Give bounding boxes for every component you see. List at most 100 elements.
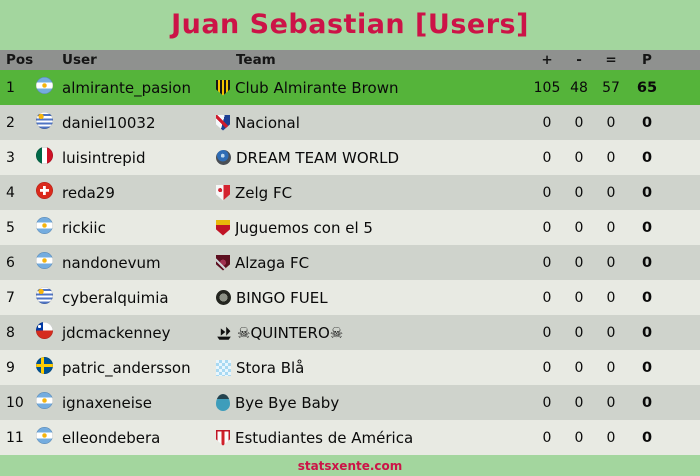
- table-row: 8 jdcmackenney ☠QUINTERO☠ 0 0 0 0: [0, 315, 700, 350]
- team-badge-icon: [216, 254, 230, 271]
- minus-cell: 0: [574, 359, 584, 376]
- country-flag-icon: [36, 357, 53, 374]
- plus-cell: 0: [542, 394, 552, 411]
- points-cell: 0: [641, 254, 653, 271]
- header-pos: Pos: [6, 52, 34, 68]
- team-name-link[interactable]: DREAM TEAM WORLD: [236, 148, 400, 167]
- points-cell: 0: [641, 219, 653, 236]
- position-cell: 8: [6, 324, 15, 341]
- team-cell: Juguemos con el 5: [216, 219, 530, 237]
- equals-cell: 0: [606, 324, 616, 341]
- position-cell: 3: [6, 149, 15, 166]
- table-header: Pos User Team + - = P: [0, 50, 700, 70]
- plus-cell: 105: [533, 79, 561, 96]
- minus-cell: 0: [574, 149, 584, 166]
- plus-cell: 0: [542, 219, 552, 236]
- table-row: 3 luisintrepid DREAM TEAM WORLD 0 0 0 0: [0, 140, 700, 175]
- table-row: 10 ignaxeneise Bye Bye Baby 0 0 0 0: [0, 385, 700, 420]
- username-link[interactable]: cyberalquimia: [62, 288, 169, 307]
- country-flag-icon: [36, 77, 53, 94]
- plus-cell: 0: [542, 429, 552, 446]
- points-cell: 0: [641, 394, 653, 411]
- team-badge-icon: [216, 114, 230, 131]
- username-link[interactable]: patric_andersson: [62, 358, 191, 377]
- table-row: 11 elleondebera Estudiantes de América 0…: [0, 420, 700, 455]
- equals-cell: 0: [606, 254, 616, 271]
- username-link[interactable]: elleondebera: [62, 428, 161, 447]
- minus-cell: 0: [574, 429, 584, 446]
- country-flag-icon: [36, 217, 53, 234]
- team-name-link[interactable]: Zelg FC: [235, 183, 293, 202]
- points-cell: 0: [641, 429, 653, 446]
- flag-cell: [36, 112, 62, 133]
- flag-cell: [36, 322, 62, 343]
- country-flag-icon: [36, 287, 53, 304]
- team-badge-icon: [216, 79, 230, 96]
- team-name-link[interactable]: Club Almirante Brown: [235, 78, 399, 97]
- points-cell: 0: [641, 359, 653, 376]
- team-name-link[interactable]: ☠QUINTERO☠: [237, 323, 344, 342]
- table-body: 1 almirante_pasion Club Almirante Brown …: [0, 70, 700, 455]
- team-name-link[interactable]: Stora Blå: [236, 358, 305, 377]
- username-link[interactable]: nandonevum: [62, 253, 161, 272]
- country-flag-icon: [36, 182, 53, 199]
- position-cell: 2: [6, 114, 15, 131]
- plus-cell: 0: [542, 289, 552, 306]
- country-flag-icon: [36, 252, 53, 269]
- username-link[interactable]: reda29: [62, 183, 115, 202]
- plus-cell: 0: [542, 149, 552, 166]
- position-cell: 1: [6, 79, 15, 96]
- plus-cell: 0: [542, 184, 552, 201]
- equals-cell: 0: [606, 219, 616, 236]
- site-link[interactable]: statsxente.com: [297, 459, 403, 473]
- equals-cell: 0: [606, 394, 616, 411]
- country-flag-icon: [36, 112, 53, 129]
- table-row: 9 patric_andersson Stora Blå 0 0 0 0: [0, 350, 700, 385]
- username-link[interactable]: daniel10032: [62, 113, 156, 132]
- table-row: 5 rickiic Juguemos con el 5 0 0 0 0: [0, 210, 700, 245]
- team-cell: Club Almirante Brown: [216, 79, 530, 97]
- points-cell: 0: [641, 184, 653, 201]
- username-link[interactable]: ignaxeneise: [62, 393, 152, 412]
- minus-cell: 0: [574, 394, 584, 411]
- equals-cell: 0: [606, 289, 616, 306]
- username-link[interactable]: luisintrepid: [62, 148, 146, 167]
- flag-cell: [36, 427, 62, 448]
- username-link[interactable]: almirante_pasion: [62, 78, 191, 97]
- team-name-link[interactable]: BINGO FUEL: [236, 288, 328, 307]
- username-link[interactable]: rickiic: [62, 218, 106, 237]
- minus-cell: 0: [574, 254, 584, 271]
- username-link[interactable]: jdcmackenney: [62, 323, 171, 342]
- equals-cell: 0: [606, 114, 616, 131]
- team-cell: Bye Bye Baby: [216, 394, 530, 412]
- points-cell: 0: [641, 114, 653, 131]
- footer: statsxente.com: [0, 455, 700, 475]
- team-badge-icon: [216, 359, 231, 376]
- plus-cell: 0: [542, 254, 552, 271]
- points-cell: 0: [641, 289, 653, 306]
- table-row: 4 reda29 Zelg FC 0 0 0 0: [0, 175, 700, 210]
- team-name-link[interactable]: Nacional: [235, 113, 300, 132]
- minus-cell: 0: [574, 289, 584, 306]
- table-row: 7 cyberalquimia BINGO FUEL 0 0 0 0: [0, 280, 700, 315]
- team-name-link[interactable]: Bye Bye Baby: [235, 393, 340, 412]
- team-cell: BINGO FUEL: [216, 289, 530, 307]
- team-name-link[interactable]: Alzaga FC: [235, 253, 310, 272]
- table-row: 6 nandonevum Alzaga FC 0 0 0 0: [0, 245, 700, 280]
- team-name-link[interactable]: Juguemos con el 5: [235, 218, 373, 237]
- points-cell: 65: [636, 79, 658, 96]
- position-cell: 10: [6, 394, 24, 411]
- minus-cell: 0: [574, 219, 584, 236]
- equals-cell: 0: [606, 149, 616, 166]
- team-badge-icon: [216, 394, 230, 411]
- team-badge-icon: [216, 429, 230, 446]
- header-user: User: [62, 52, 97, 68]
- team-name-link[interactable]: Estudiantes de América: [235, 428, 414, 447]
- plus-cell: 0: [542, 324, 552, 341]
- equals-cell: 0: [606, 359, 616, 376]
- equals-cell: 0: [606, 429, 616, 446]
- flag-cell: [36, 252, 62, 273]
- flag-cell: [36, 392, 62, 413]
- minus-cell: 0: [574, 184, 584, 201]
- header-minus: -: [576, 52, 582, 68]
